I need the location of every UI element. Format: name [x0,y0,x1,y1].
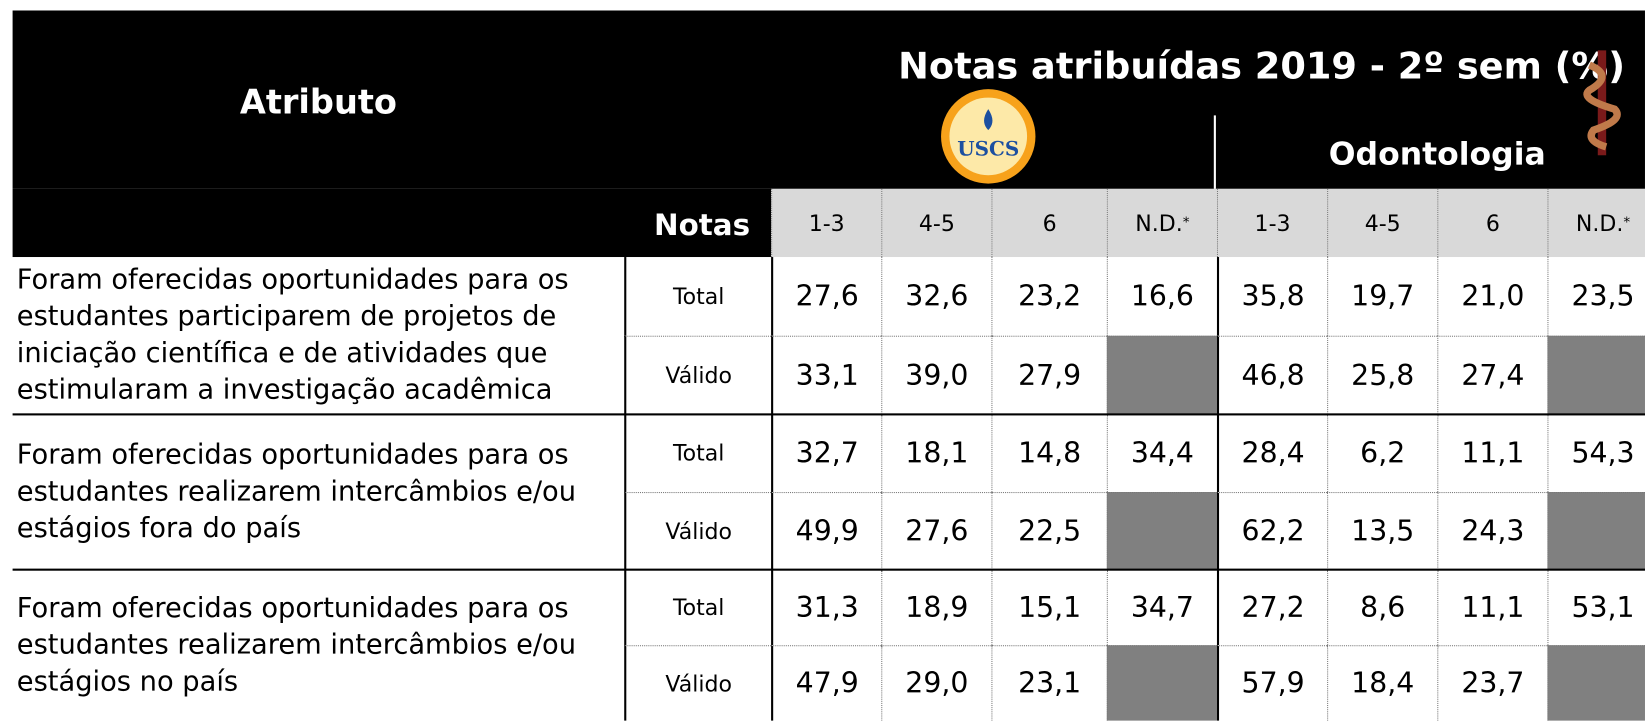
value-cell: 23,5 [1547,257,1645,336]
value-cell: 27,6 [881,492,992,570]
column-label: 6 [1042,210,1057,236]
empty-cell [1547,335,1645,415]
empty-cell [1547,492,1645,570]
notas-label: Notas [653,207,751,242]
caduceus-icon [1583,50,1621,156]
group-rule [12,413,1645,416]
row-label: Válido [624,492,772,570]
table-title: Notas atribuídas 2019 - 2º sem (%) [898,46,1625,89]
empty-cell [1106,492,1217,570]
row-label: Válido [624,645,772,721]
value-cell: 19,7 [1327,257,1437,336]
attribute-line: Foram oferecidas oportunidades para os [16,592,569,624]
attribute-line: estudantes realizarem intercâmbios e/ou [16,628,577,661]
value-cell: 39,0 [881,335,992,415]
value-cell: 18,4 [1327,645,1438,721]
value-cell: 6,2 [1327,414,1437,493]
value-cell: 34,4 [1106,414,1217,493]
value-cell: 27,6 [771,257,881,336]
attribute-line: estimularam a investigação acadêmica [16,374,553,407]
attribute-header: Atributo [239,81,397,122]
header-band-left [12,188,772,258]
empty-cell [1106,645,1217,721]
column-label: 4-5 [918,210,955,236]
column-label: 1-3 [1254,210,1291,236]
column-header: 6 [991,188,1107,258]
column-label: N.D. [1135,210,1183,236]
attribute-cell: Foram oferecidas oportunidades para os es… [13,414,625,569]
value-cell: 13,5 [1327,492,1438,570]
column-label: N.D. [1575,210,1624,236]
value-cell: 31,3 [771,569,881,646]
value-cell: 23,7 [1437,645,1548,721]
group-rule [12,568,1645,571]
value-cell: 23,1 [991,645,1107,721]
value-cell: 21,0 [1437,257,1547,336]
value-cell: 8,6 [1327,569,1437,646]
value-cell: 23,2 [991,257,1106,336]
attribute-line: estágios fora do país [16,512,302,544]
logo-text: USCS [957,136,1019,160]
attribute-line: estudantes realizarem intercâmbios e/ou [16,475,577,508]
column-header: 6 [1437,188,1548,258]
value-cell: 24,3 [1437,492,1548,570]
column-header: 4-5 [1327,188,1438,258]
attribute-cell: Foram oferecidas oportunidades para os es… [13,570,625,721]
empty-cell [1106,335,1217,415]
value-cell: 18,1 [881,414,991,493]
value-cell: 32,6 [881,257,991,336]
footnote-mark: * [1623,215,1631,231]
value-cell: 32,7 [771,414,881,493]
value-cell: 25,8 [1327,335,1438,415]
value-cell: 54,3 [1547,414,1645,493]
value-cell: 47,9 [771,645,882,721]
column-header: 4-5 [881,188,992,258]
row-label: Total [624,569,771,646]
column-header: 1-3 [771,188,882,258]
value-cell: 28,4 [1216,414,1327,493]
attribute-line: Foram oferecidas oportunidades para os [16,439,569,471]
value-cell: 16,6 [1106,257,1217,336]
value-cell: 18,9 [881,569,991,646]
column-header: N.D. * [1547,188,1645,258]
value-cell: 11,1 [1437,414,1547,493]
attribute-line: Foram oferecidas oportunidades para os [16,264,569,296]
divider [1213,115,1216,189]
value-cell: 62,2 [1216,492,1328,570]
column-label: 6 [1485,210,1500,236]
row-label: Válido [624,335,772,415]
group-label: Odontologia [1328,136,1546,174]
value-cell: 11,1 [1437,569,1547,646]
row-label: Total [624,414,771,493]
value-cell: 14,8 [991,414,1106,493]
footnote-mark: * [1182,215,1190,231]
column-label: 4-5 [1364,210,1401,236]
attribute-cell: Foram oferecidas oportunidades para os es… [13,257,625,414]
value-cell: 57,9 [1216,645,1328,721]
value-cell: 22,5 [991,492,1107,570]
value-cell: 15,1 [991,569,1106,646]
attribute-line: estudantes participarem de projetos de [16,301,557,333]
value-cell: 34,7 [1106,569,1217,646]
column-label: 1-3 [808,210,845,236]
value-cell: 27,4 [1437,335,1548,415]
attribute-line: estágios no país [16,665,239,698]
column-header: 1-3 [1216,188,1328,258]
value-cell: 27,2 [1216,569,1327,646]
value-cell: 49,9 [771,492,882,570]
value-cell: 27,9 [991,335,1107,415]
attribute-line: iniciação científica e de atividades que [16,337,548,370]
row-label: Total [624,257,771,336]
value-cell: 53,1 [1547,569,1645,646]
column-header: N.D. * [1106,188,1217,258]
value-cell: 46,8 [1216,335,1328,415]
value-cell: 29,0 [881,645,992,721]
empty-cell [1547,645,1645,721]
value-cell: 35,8 [1216,257,1327,336]
header-band [12,10,1645,189]
value-cell: 33,1 [771,335,882,415]
uscs-logo: USCS [941,89,1036,184]
